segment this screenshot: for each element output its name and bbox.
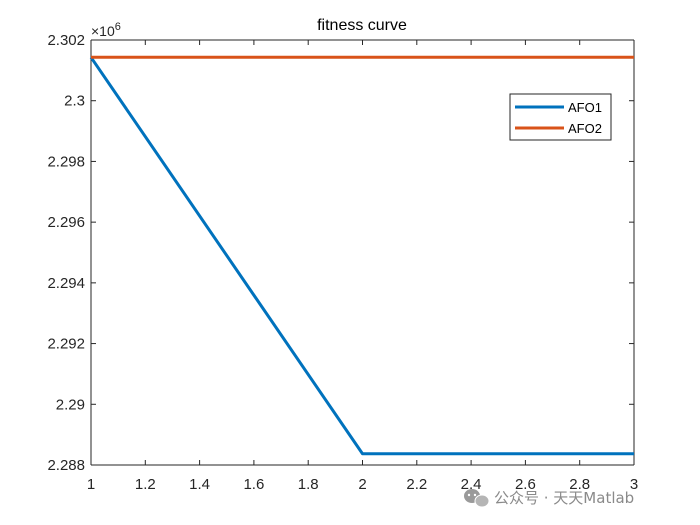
- legend-label-afo1: AFO1: [568, 100, 602, 115]
- legend-box: [509, 93, 612, 141]
- y-tick-label: 2.294: [47, 275, 85, 292]
- x-tick-label: 2.2: [406, 476, 427, 493]
- watermark-text: 公众号 · 天天Matlab: [494, 489, 634, 507]
- y-tick-label: 2.302: [47, 32, 85, 49]
- y-tick-label: 2.298: [47, 153, 85, 170]
- x-tick-label: 1: [87, 476, 95, 493]
- y-tick-label: 2.29: [56, 396, 85, 413]
- x-tick-label: 1.8: [298, 476, 319, 493]
- y-tick-label: 2.296: [47, 214, 85, 231]
- y-exponent-label: ×106: [91, 21, 121, 39]
- y-tick-label: 2.3: [64, 93, 85, 110]
- x-tick-label: 2.8: [569, 476, 590, 493]
- legend: AFO1 AFO2: [509, 93, 612, 141]
- legend-label-afo2: AFO2: [568, 121, 602, 136]
- y-exponent-base: ×10: [91, 23, 115, 39]
- x-tick-label: 2.4: [461, 476, 482, 493]
- series-lines: [89, 55, 634, 456]
- ticks: 1 1.2 1.4 1.6 1.8 2 2.2 2.4 2.6 2.8 3 2.288 2.29 2.29…: [47, 32, 638, 493]
- series-line-afo1: [89, 56, 634, 456]
- x-tick-label: 1.6: [243, 476, 264, 493]
- chart-title: fitness curve: [317, 17, 407, 34]
- y-tick-label: 2.292: [47, 336, 85, 353]
- x-tick-label: 2.6: [515, 476, 536, 493]
- watermark: 公众号 · 天天Matlab: [464, 489, 634, 508]
- x-tick-label: 1.2: [135, 476, 156, 493]
- wechat-icon: [464, 489, 490, 508]
- y-tick-label: 2.288: [47, 457, 85, 474]
- x-tick-label: 2: [358, 476, 366, 493]
- y-exponent-power: 6: [115, 21, 121, 33]
- x-tick-label: 1.4: [189, 476, 210, 493]
- x-tick-label: 3: [630, 476, 638, 493]
